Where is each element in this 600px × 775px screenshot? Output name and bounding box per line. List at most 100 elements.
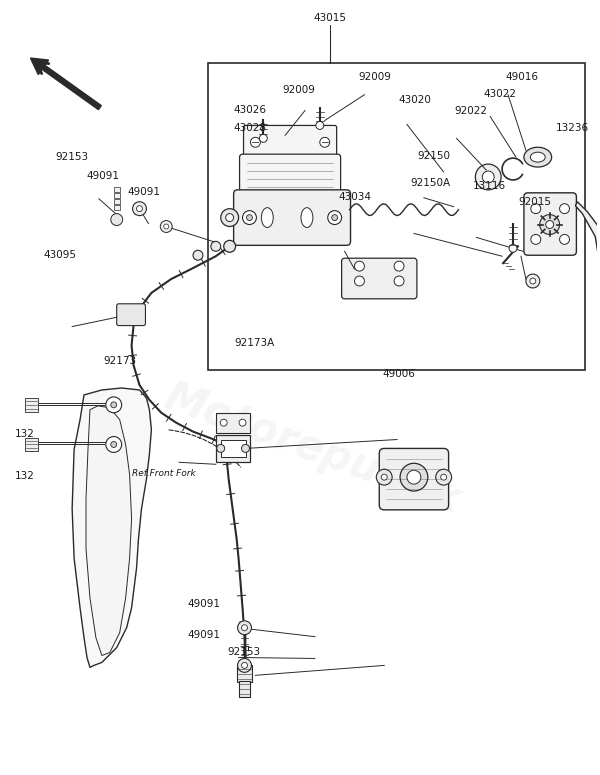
Circle shape [137,205,142,212]
Text: 49016: 49016 [505,71,538,81]
Circle shape [316,122,324,129]
Text: 43095: 43095 [43,250,76,260]
Circle shape [106,397,122,413]
Text: 92173: 92173 [104,356,137,366]
Text: 13236: 13236 [556,123,589,133]
Text: 49006: 49006 [382,369,415,379]
Circle shape [224,240,236,253]
Text: 43015: 43015 [313,12,346,22]
Polygon shape [72,388,151,667]
Circle shape [242,445,250,453]
Text: 49091: 49091 [128,187,161,197]
Text: 92153: 92153 [227,647,260,657]
Text: 43022: 43022 [483,89,516,99]
FancyBboxPatch shape [341,258,417,299]
Circle shape [531,204,541,214]
Ellipse shape [400,463,428,491]
Circle shape [242,211,256,225]
Text: 13116: 13116 [472,181,506,191]
Text: 43020: 43020 [398,95,431,105]
Text: 49091: 49091 [187,599,220,609]
Circle shape [440,474,446,480]
Circle shape [320,137,330,147]
Bar [236,666,253,682]
Circle shape [394,276,404,286]
Ellipse shape [301,208,313,228]
Circle shape [540,215,560,234]
Ellipse shape [524,147,551,167]
Text: Ref.Front Fork: Ref.Front Fork [133,469,196,478]
Bar [114,198,119,204]
FancyArrow shape [31,58,101,109]
Bar [208,63,586,370]
Bar [114,193,119,198]
Circle shape [247,215,253,221]
Text: 92015: 92015 [519,197,552,207]
Polygon shape [575,202,600,266]
Circle shape [509,244,517,253]
Ellipse shape [262,208,273,228]
Circle shape [259,134,268,143]
Ellipse shape [407,470,421,484]
Circle shape [193,250,203,260]
Circle shape [355,276,364,286]
Circle shape [531,234,541,244]
Bar [221,439,245,457]
Circle shape [250,137,260,147]
FancyBboxPatch shape [239,154,341,198]
Circle shape [106,436,122,453]
Circle shape [221,208,239,226]
Text: 43028: 43028 [233,123,266,133]
FancyBboxPatch shape [524,193,577,255]
Polygon shape [86,406,131,656]
Text: 132: 132 [14,470,35,480]
Circle shape [133,202,146,215]
Circle shape [226,214,233,222]
Circle shape [217,445,225,453]
Text: Motorepublik: Motorepublik [158,376,466,522]
Circle shape [238,621,251,635]
Circle shape [111,214,122,226]
Bar [239,681,250,697]
Circle shape [242,625,247,631]
Circle shape [242,663,247,668]
Circle shape [332,215,338,221]
Text: 49091: 49091 [86,171,119,181]
Text: 43026: 43026 [233,105,266,115]
Circle shape [381,474,387,480]
FancyBboxPatch shape [117,304,145,326]
Circle shape [160,221,172,232]
Circle shape [526,274,540,288]
Circle shape [220,419,227,426]
Circle shape [436,469,452,485]
Circle shape [560,204,569,214]
Text: 49091: 49091 [187,630,220,639]
Bar [25,398,38,412]
Bar [114,187,119,192]
Circle shape [546,221,554,229]
Bar [25,438,38,451]
Text: 92009: 92009 [282,84,315,95]
Circle shape [475,164,501,190]
Circle shape [530,278,536,284]
Text: 92150A: 92150A [410,178,450,188]
Circle shape [560,234,569,244]
Circle shape [355,261,364,271]
Text: 92009: 92009 [358,71,391,81]
Circle shape [328,211,341,225]
FancyBboxPatch shape [244,126,337,159]
Text: 43034: 43034 [338,192,371,202]
Circle shape [164,224,169,229]
Bar [216,413,250,432]
Text: 92173A: 92173A [235,338,275,348]
Ellipse shape [530,152,545,162]
Text: 132: 132 [14,429,35,439]
FancyBboxPatch shape [379,449,449,510]
Bar [114,205,119,210]
Text: 92150: 92150 [418,150,451,160]
Circle shape [394,261,404,271]
Text: 92153: 92153 [55,152,88,162]
Circle shape [111,402,117,408]
FancyBboxPatch shape [233,190,350,246]
Bar [216,435,250,463]
